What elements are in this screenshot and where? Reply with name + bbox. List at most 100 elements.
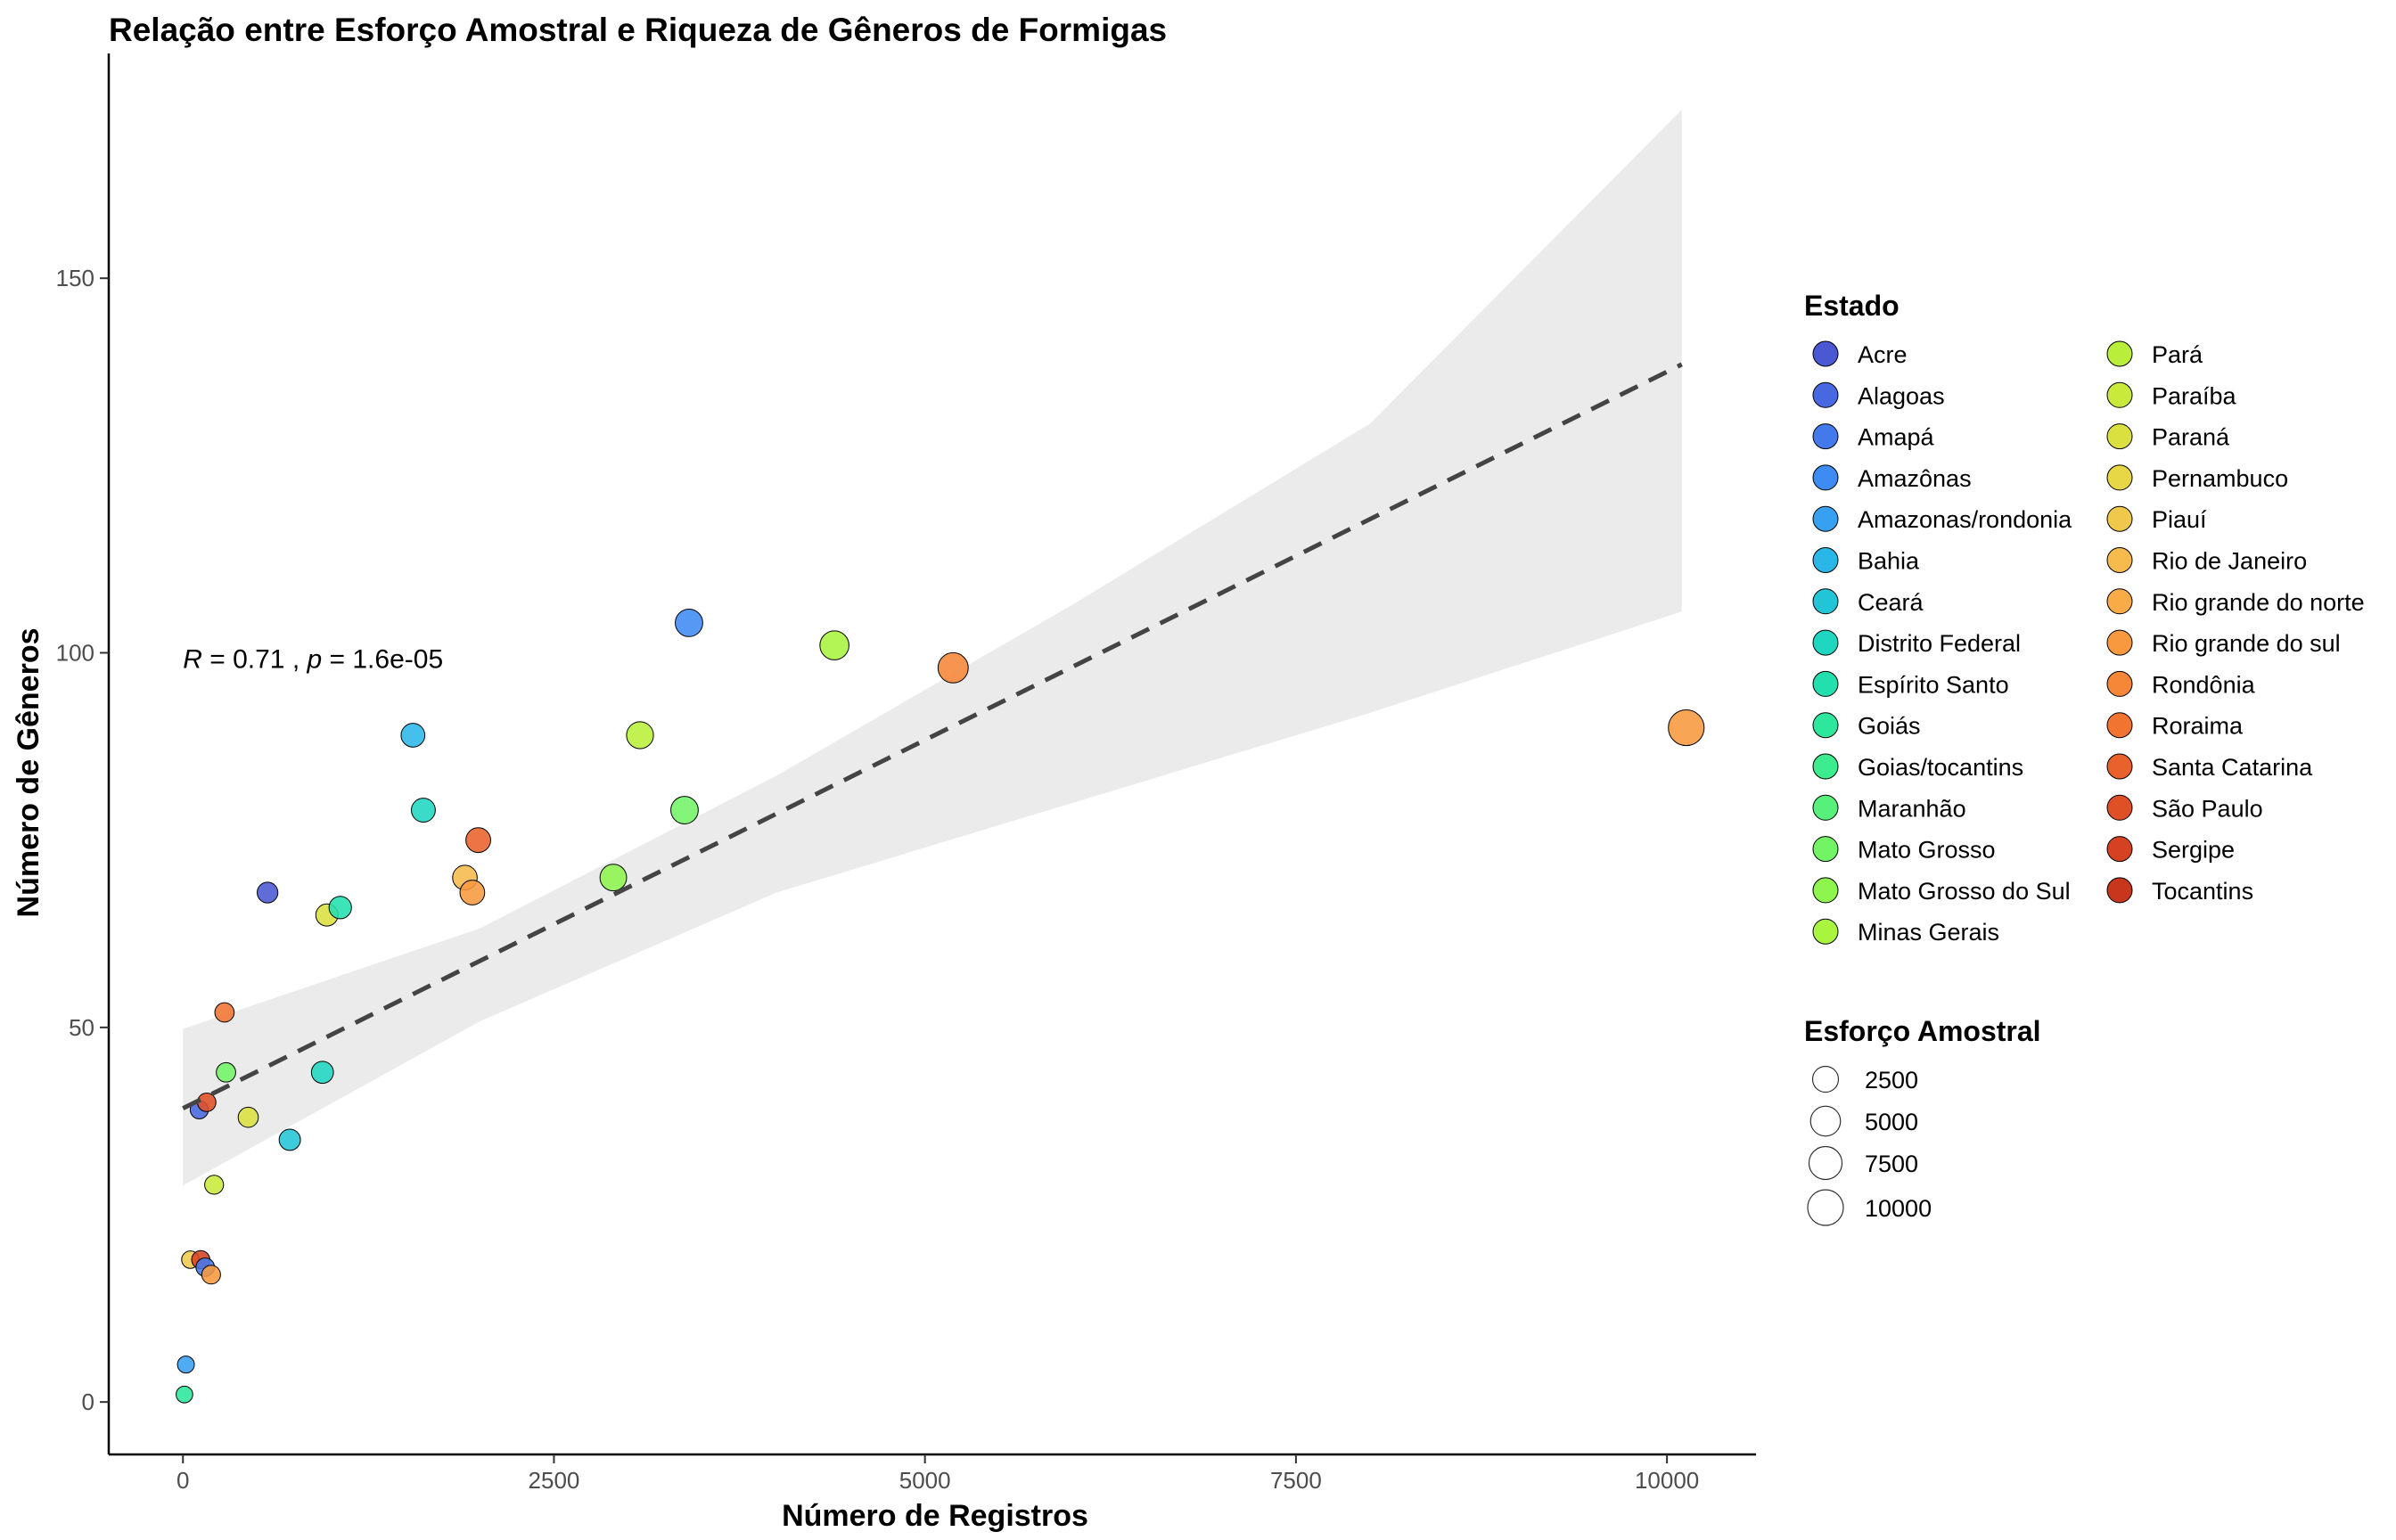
legend-estado-label: Acre (1858, 341, 1908, 368)
y-tick-label: 0 (82, 1388, 94, 1415)
legend-esforco: Esforço Amostral 2500 5000 7500 10000 (1804, 1015, 2041, 1226)
legend-estado-label: Santa Catarina (2152, 754, 2313, 781)
data-point (310, 1061, 334, 1085)
legend-size-label: 5000 (1865, 1109, 1918, 1135)
legend-estado-label: Espírito Santo (1858, 671, 2009, 698)
data-point (201, 1265, 221, 1285)
legend-estado-label: Maranhão (1858, 795, 1966, 822)
x-axis-title: Número de Registros (782, 1499, 1088, 1533)
data-point (257, 881, 279, 904)
data-point (204, 1175, 225, 1195)
legend-estado-swatch (2106, 464, 2133, 491)
legend-estado-swatch (2106, 670, 2133, 697)
legend-size-swatch (1808, 1145, 1843, 1181)
legend-size-swatch (1807, 1189, 1844, 1226)
correlation-annotation: R = 0.71 , p = 1.6e-05 (183, 644, 443, 674)
data-point (819, 630, 849, 660)
legend-estado-swatch (1812, 547, 1839, 573)
legend-estado-label: Sergipe (2152, 837, 2235, 864)
data-point (176, 1356, 195, 1374)
data-point (937, 651, 969, 684)
legend-estado-swatch (1812, 423, 1839, 450)
x-tick-label: 10000 (1635, 1467, 1699, 1494)
y-axis-title: Número de Gêneros (12, 628, 45, 918)
legend-estado-label: Goiás (1858, 713, 1921, 740)
legend-size-swatch (1809, 1105, 1842, 1137)
r-symbol: R (183, 644, 202, 674)
data-points (176, 608, 1705, 1404)
legend-estado-swatch (2106, 877, 2133, 904)
legend-estado-label: Amazônas (1858, 465, 1972, 492)
legend-estado-label: São Paulo (2152, 795, 2263, 822)
r-value: = 0.71 , (202, 644, 308, 674)
legend-estado-label: Rio de Janeiro (2152, 548, 2307, 575)
legend-size-label: 2500 (1865, 1067, 1918, 1094)
legend-estado-swatch (2106, 340, 2133, 367)
data-point (626, 721, 654, 750)
data-point (328, 896, 352, 920)
legend-estado-swatch (2106, 547, 2133, 573)
data-point (670, 796, 699, 824)
legend-estado-swatch (2106, 381, 2133, 408)
data-point (400, 723, 426, 748)
legend-estado-swatch (2106, 712, 2133, 739)
data-point (411, 798, 436, 823)
legend-esforco-title: Esforço Amostral (1804, 1015, 2041, 1047)
data-point (1668, 709, 1705, 747)
p-symbol: p (307, 644, 323, 674)
x-tick-label: 0 (176, 1467, 189, 1494)
legend-size-label: 10000 (1865, 1195, 1932, 1222)
legend-estado-swatch (1812, 794, 1839, 821)
legend-estado-label: Tocantins (2152, 878, 2253, 905)
data-point (599, 864, 628, 892)
legend-estado-swatch (1812, 836, 1839, 863)
legend-estado-swatch (1812, 464, 1839, 491)
legend-estado-label: Rio grande do sul (2152, 630, 2341, 657)
legend-estado-swatch (2106, 588, 2133, 615)
legend-estado-swatch (1812, 712, 1839, 739)
legend-estado-swatch (2106, 753, 2133, 780)
legend-estado-swatch (2106, 505, 2133, 532)
x-tick-label: 2500 (529, 1467, 580, 1494)
data-point (675, 608, 703, 637)
legend-estado-label: Piauí (2152, 506, 2207, 533)
legend-estado-swatch (1812, 753, 1839, 780)
legend-estado-swatch (2106, 423, 2133, 450)
legend-estado-swatch (1812, 505, 1839, 532)
legend-estado-label: Distrito Federal (1858, 630, 2021, 657)
legend-estado-swatch (1812, 877, 1839, 904)
legend-estado-title: Estado (1804, 290, 1900, 322)
legend-size-label: 7500 (1865, 1151, 1918, 1177)
data-point (278, 1128, 301, 1151)
legend-estado-label: Pará (2152, 341, 2203, 368)
y-tick-label: 50 (69, 1014, 94, 1041)
regression-line (182, 362, 1683, 1110)
data-point (176, 1385, 193, 1404)
confidence-band (183, 110, 1682, 1186)
legend-estado-swatch (1812, 629, 1839, 656)
legend-estado-label: Ceará (1858, 589, 1924, 616)
legend-size-swatch (1811, 1065, 1840, 1094)
legend-estado-swatch (2106, 629, 2133, 656)
axes: 0 2500 5000 7500 10000 0 50 100 150 (56, 53, 1756, 1494)
legend-estado-label: Paraíba (2152, 382, 2237, 409)
legend-estado-swatch (2106, 794, 2133, 821)
data-point (196, 1093, 217, 1112)
legend-estado-swatch (1812, 918, 1839, 945)
y-tick-label: 100 (56, 640, 94, 667)
x-tick-label: 7500 (1270, 1467, 1322, 1494)
legend-estado-label: Mato Grosso do Sul (1858, 878, 2071, 905)
legend-estado-label: Pernambuco (2152, 465, 2288, 492)
legend-estado-label: Goias/tocantins (1858, 754, 2023, 781)
x-tick-label: 5000 (899, 1467, 951, 1494)
y-tick-label: 150 (56, 265, 94, 291)
legend-estado-label: Rondônia (2152, 671, 2256, 698)
legend-estado-swatch (1812, 381, 1839, 408)
data-point (214, 1002, 235, 1023)
legend-estado-label: Amapá (1858, 424, 1935, 451)
legend-estado-label: Minas Gerais (1858, 919, 1999, 946)
data-point (465, 827, 491, 854)
legend-estado-label: Rio grande do norte (2152, 589, 2365, 616)
legend-estado-label: Alagoas (1858, 382, 1945, 409)
